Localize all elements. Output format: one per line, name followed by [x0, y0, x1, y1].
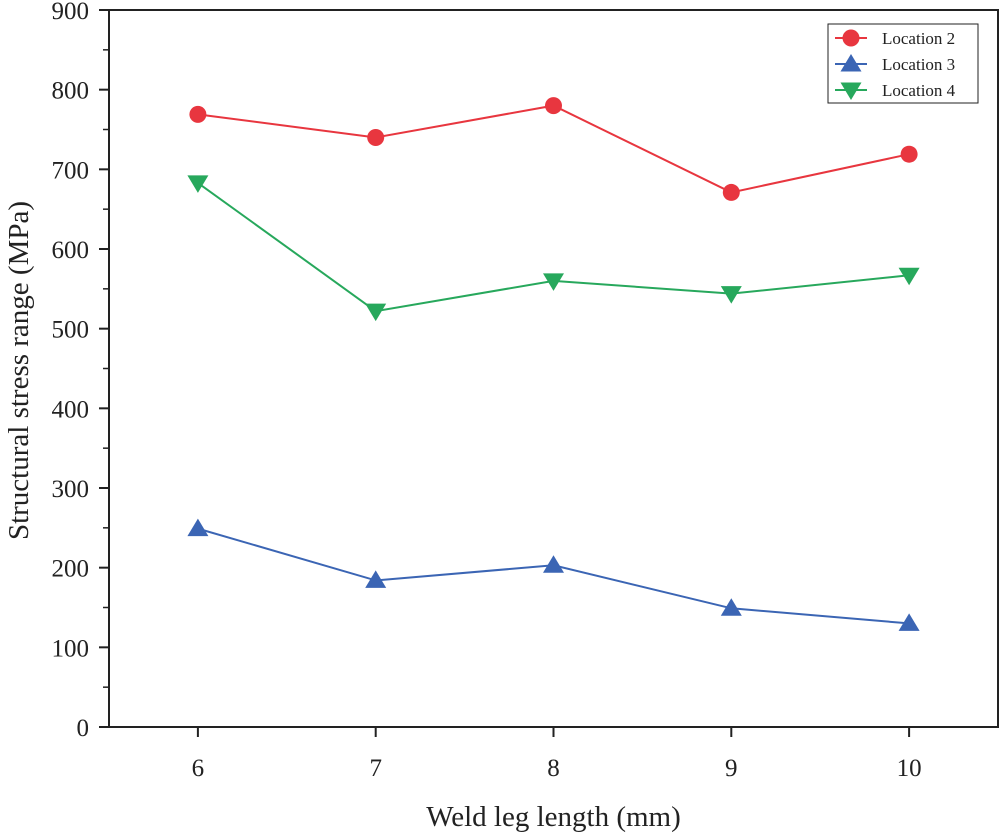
x-tick-label: 10: [897, 755, 922, 782]
x-axis-title: Weld leg length (mm): [426, 801, 681, 833]
x-tick-label: 8: [547, 755, 560, 782]
data-point: [367, 128, 385, 146]
y-tick-label: 0: [77, 715, 90, 742]
data-point: [720, 598, 742, 616]
data-point: [720, 286, 742, 304]
y-tick-label: 600: [52, 237, 90, 264]
y-axis: 0 100 200 300 400 500 600 700 800 900: [52, 0, 109, 742]
legend-marker: [840, 54, 862, 72]
x-tick-label: 9: [725, 755, 738, 782]
data-point: [898, 267, 920, 286]
series-line: [197, 527, 910, 625]
data-point: [187, 518, 209, 537]
legend-marker: [840, 82, 862, 100]
y-tick-label: 100: [52, 635, 90, 662]
legend-item: Location 3: [835, 54, 955, 74]
y-tick-label: 500: [52, 317, 90, 344]
data-point: [543, 555, 564, 573]
data-point: [365, 570, 387, 588]
legend-label: Location 2: [882, 29, 955, 48]
legend-item: Location 4: [835, 81, 956, 100]
series-group: [187, 97, 920, 631]
legend: Location 2 Location 3 Location 4: [827, 23, 979, 104]
legend-marker: [842, 29, 860, 47]
series-2: [187, 518, 920, 631]
y-axis-title: Structural stress range (MPa): [3, 201, 35, 540]
y-tick-label: 800: [52, 78, 90, 105]
data-point: [722, 183, 740, 201]
y-tick-label: 900: [52, 0, 90, 25]
data-point: [189, 105, 207, 123]
data-point: [898, 613, 920, 631]
data-point: [900, 145, 918, 163]
y-tick-label: 200: [52, 556, 90, 583]
legend-item: Location 2: [835, 29, 955, 48]
data-point: [545, 97, 562, 115]
series-3: [187, 175, 920, 322]
x-tick-label: 7: [369, 755, 382, 782]
x-axis: 6 7 8 9 10: [192, 727, 922, 782]
legend-label: Location 3: [882, 55, 955, 74]
y-tick-label: 700: [52, 157, 90, 184]
x-tick-label: 6: [192, 755, 205, 782]
series-line: [197, 104, 910, 194]
data-point: [187, 175, 209, 193]
data-point: [365, 303, 387, 322]
y-tick-label: 400: [52, 396, 90, 423]
data-point: [543, 273, 564, 291]
series-1: [189, 97, 918, 201]
y-tick-label: 300: [52, 476, 90, 503]
legend-label: Location 4: [882, 81, 956, 100]
series-line: [197, 182, 910, 313]
